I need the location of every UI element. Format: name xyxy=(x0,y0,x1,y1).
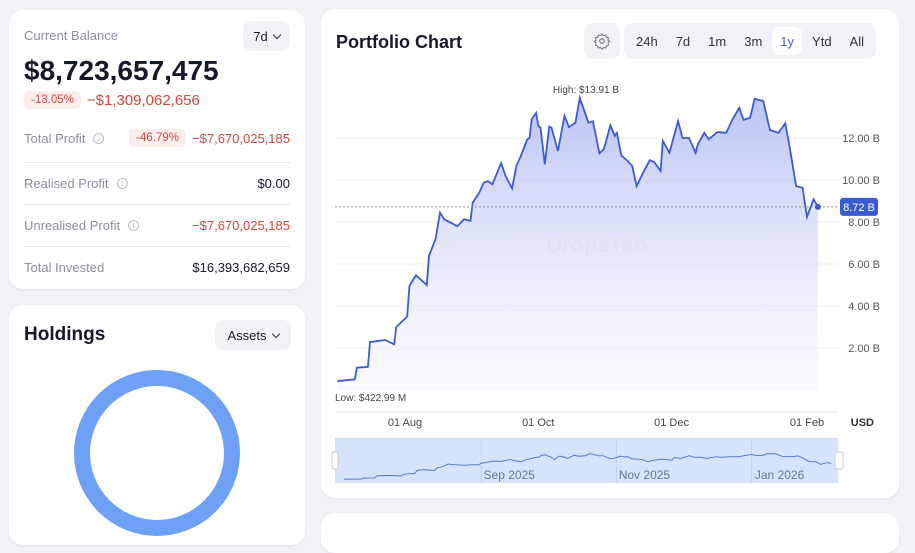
watermark: DropsTab xyxy=(546,232,647,257)
selector-value: Assets xyxy=(227,327,267,343)
x-tick-label: 01 Feb xyxy=(790,417,824,429)
high-label: High: $13.91 B xyxy=(553,85,619,96)
chart-title: Portfolio Chart xyxy=(336,32,462,52)
portfolio-chart-card: Portfolio Chart 24h 7d 1m 3m 1y Ytd All 2.00 B… xyxy=(321,9,899,498)
row-value: $0.00 xyxy=(257,176,290,191)
navigator-tick-label: Sep 2025 xyxy=(484,468,536,482)
period-selector[interactable]: 7d xyxy=(243,21,290,51)
x-tick-label: 01 Aug xyxy=(388,417,422,429)
timeframe-ytd[interactable]: Ytd xyxy=(812,33,832,49)
y-tick-label: 12.00 B xyxy=(842,133,880,145)
info-icon[interactable]: i xyxy=(128,220,140,231)
realised-profit-row: Realised Profit i $0.00 xyxy=(24,176,290,191)
low-label: Low: $422.99 M xyxy=(335,393,406,404)
holdings-card: Holdings Assets xyxy=(9,305,305,545)
navigator-tick-label: Jan 2026 xyxy=(755,468,805,482)
balance-value: $8,723,657,475 xyxy=(24,55,219,86)
row-value: $16,393,682,659 xyxy=(192,260,290,275)
chevron-down-icon xyxy=(271,329,280,338)
divider xyxy=(24,246,290,247)
chevron-down-icon xyxy=(272,30,281,39)
navigator-tick-label: Nov 2025 xyxy=(619,468,671,482)
x-tick-label: 01 Oct xyxy=(522,417,554,429)
holdings-title: Holdings xyxy=(24,324,106,345)
next-card xyxy=(321,513,899,553)
timeframe-24h[interactable]: 24h xyxy=(636,33,658,49)
total-profit-row: Total Profit i -46.79% −$7,670,025,185 xyxy=(24,129,290,147)
y-tick-label: 4.00 B xyxy=(848,301,880,313)
settings-button[interactable] xyxy=(584,23,620,59)
timeframe-7d[interactable]: 7d xyxy=(675,33,691,49)
portfolio-chart[interactable]: 2.00 B 4.00 B 6.00 B 8.00 B 10.00 B 12.00 B Dr… xyxy=(321,9,899,498)
y-tick-label: 10.00 B xyxy=(842,175,880,187)
navigator[interactable] xyxy=(335,438,838,483)
total-invested-row: Total Invested $16,393,682,659 xyxy=(24,260,290,275)
series-line xyxy=(337,94,819,383)
holdings-view-selector[interactable]: Assets xyxy=(215,320,291,350)
navigator-handle-right[interactable] xyxy=(834,451,844,470)
row-value: −$7,670,025,185 xyxy=(192,218,290,233)
timeframe-tabs: 24h 7d 1m 3m 1y Ytd All xyxy=(624,23,876,59)
currency-label: USD xyxy=(851,417,874,429)
balance-card: Current Balance 7d $8,723,657,475 -13.05… xyxy=(9,10,305,289)
x-tick-label: 01 Dec xyxy=(654,417,689,429)
timeframe-1m[interactable]: 1m xyxy=(708,33,727,49)
navigator-handle-left[interactable] xyxy=(331,451,339,470)
info-icon[interactable]: i xyxy=(116,178,128,189)
y-tick-label: 8.00 B xyxy=(848,217,880,229)
row-label: Realised Profit xyxy=(24,176,109,191)
area-fill xyxy=(337,97,818,391)
timeframe-all[interactable]: All xyxy=(849,33,864,49)
row-label: Unrealised Profit xyxy=(24,218,121,233)
profit-pct-badge: -46.79% xyxy=(129,129,187,147)
y-tick-label: 2.00 B xyxy=(848,343,880,355)
row-value: −$7,670,025,185 xyxy=(192,130,290,146)
period-value: 7d xyxy=(253,28,268,44)
change-abs: −$1,309,062,656 xyxy=(86,91,200,109)
row-label: Total Profit xyxy=(24,130,86,146)
holdings-donut[interactable] xyxy=(74,370,240,536)
divider xyxy=(24,204,290,205)
timeframe-1y[interactable]: 1y xyxy=(772,27,803,55)
balance-label: Current Balance xyxy=(24,28,118,43)
current-point xyxy=(814,203,821,210)
gear-icon xyxy=(593,33,611,50)
divider xyxy=(24,162,290,163)
unrealised-profit-row: Unrealised Profit i −$7,670,025,185 xyxy=(24,218,290,233)
timeframe-3m[interactable]: 3m xyxy=(744,33,763,49)
y-tick-label: 6.00 B xyxy=(848,259,880,271)
current-value-label: 8.72 B xyxy=(843,202,875,214)
current-value-badge xyxy=(840,197,878,216)
navigator-line xyxy=(343,453,832,480)
info-icon[interactable]: i xyxy=(93,132,105,144)
row-label: Total Invested xyxy=(24,260,105,275)
change-pct-badge: -13.05% xyxy=(24,91,81,109)
